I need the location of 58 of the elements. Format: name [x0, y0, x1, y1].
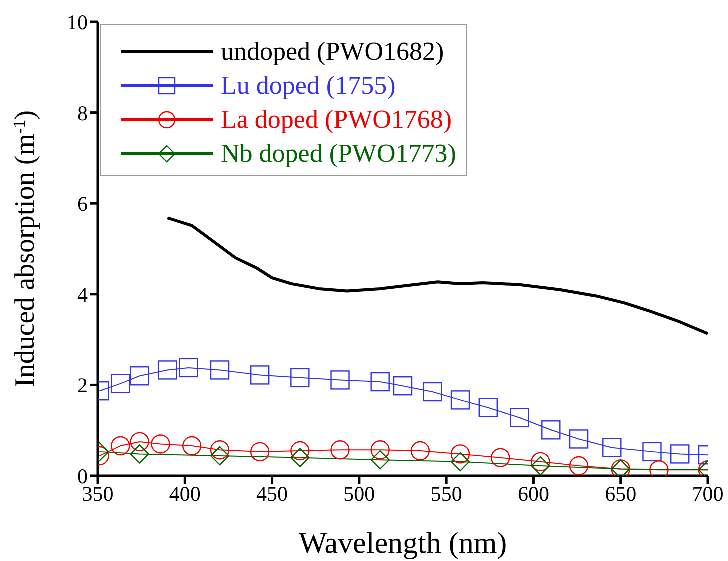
y-tick-label: 10: [67, 10, 88, 34]
point: [393, 376, 413, 396]
point: [179, 358, 198, 378]
point: [290, 368, 310, 388]
point: [210, 440, 230, 460]
point: [182, 436, 202, 456]
y-tick-label: 4: [78, 282, 88, 307]
point: [210, 360, 230, 380]
point: [370, 372, 390, 392]
point: [370, 450, 390, 470]
y-tick-label: 0: [78, 464, 88, 488]
x-tick-label: 400: [169, 482, 201, 506]
x-tick-label: 500: [344, 482, 376, 506]
legend-label: La doped (PWO1768): [221, 105, 452, 135]
point: [569, 430, 589, 449]
point: [130, 432, 150, 452]
point: [111, 374, 130, 394]
y-tick-label: 6: [78, 192, 88, 216]
legend-label: undoped (PWO1682): [221, 37, 444, 67]
point: [531, 452, 550, 472]
point: [158, 360, 178, 380]
point: [130, 366, 150, 386]
x-tick-label: 600: [518, 482, 550, 506]
legend-label: Nb doped (PWO1773): [221, 139, 456, 169]
point: [210, 446, 230, 466]
point: [130, 444, 150, 464]
point: [642, 442, 662, 462]
point: [510, 408, 530, 428]
point: [569, 456, 589, 476]
point: [151, 434, 170, 454]
point: [478, 398, 498, 418]
point: [450, 390, 470, 410]
point: [542, 420, 561, 440]
point: [450, 444, 470, 464]
point: [670, 444, 690, 464]
point: [250, 442, 270, 462]
point: [290, 441, 310, 461]
x-tick-label: 550: [430, 482, 462, 506]
point: [491, 448, 510, 468]
x-tick-label: 450: [256, 482, 288, 506]
line-series: [166, 216, 708, 336]
y-tick-label: 2: [78, 374, 88, 398]
point: [250, 366, 270, 385]
x-tick-label: 650: [605, 482, 637, 506]
point: [290, 448, 310, 468]
point: [370, 440, 390, 460]
point: [602, 438, 622, 458]
legend-label: Lu doped (1755): [221, 71, 396, 101]
point: [330, 440, 350, 460]
point: [423, 382, 442, 402]
point: [330, 370, 350, 390]
point: [450, 452, 470, 472]
point: [531, 456, 550, 476]
point: [111, 436, 130, 456]
y-tick-label: 8: [78, 101, 88, 126]
x-tick-label: 700: [692, 482, 724, 506]
x-axis-title: Wavelength (nm): [298, 527, 508, 560]
point: [410, 441, 430, 461]
